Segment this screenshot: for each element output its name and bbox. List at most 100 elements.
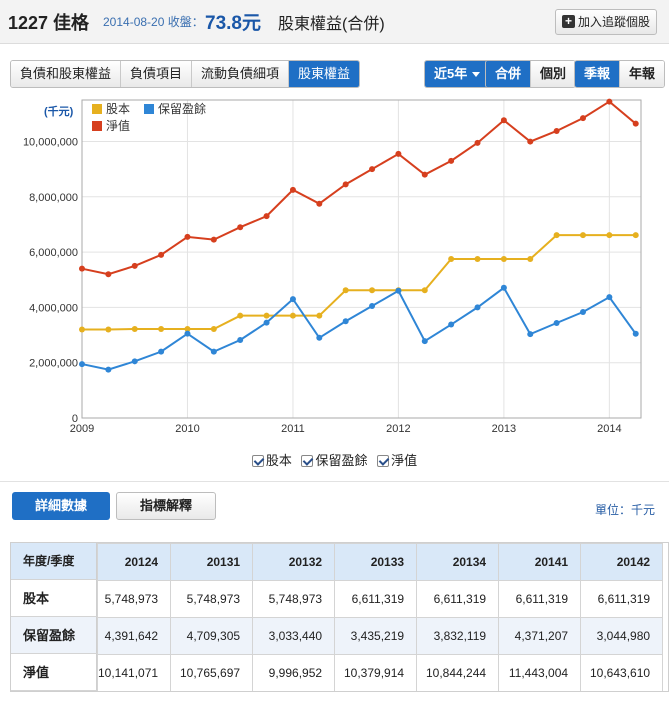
column-header: 20132	[252, 543, 336, 581]
series-line	[81, 100, 637, 276]
individual-button[interactable]: 個別	[531, 61, 576, 87]
data-point	[448, 256, 455, 262]
data-point	[184, 330, 191, 337]
data-point	[421, 287, 428, 294]
quarterly-button[interactable]: 季報	[575, 61, 621, 87]
data-point	[369, 303, 376, 310]
data-point	[395, 150, 402, 157]
column-header: 20133	[334, 543, 418, 581]
data-table[interactable]: 年度/季度 股本 保留盈餘 淨值 20124 20131 20132 20133 201…	[10, 542, 669, 692]
tab-current-liabilities[interactable]: 流動負債細項	[192, 61, 290, 87]
data-point	[289, 186, 296, 193]
series-line	[81, 286, 637, 371]
data-point	[448, 321, 455, 328]
detail-data-button[interactable]: 詳細數據	[12, 492, 110, 520]
legend-swatch	[144, 104, 154, 114]
plot-area	[81, 99, 642, 419]
data-point	[527, 331, 534, 338]
data-point	[131, 325, 138, 332]
toggle-capital[interactable]: 股本	[251, 450, 292, 469]
data-point	[158, 348, 165, 355]
range-dropdown[interactable]: 近5年	[425, 61, 490, 87]
table-cell: 5,748,973	[96, 580, 172, 618]
indicator-explain-button[interactable]: 指標解釋	[116, 492, 216, 520]
data-point	[263, 312, 270, 319]
x-tick-label: 2013	[492, 423, 516, 435]
period-group: 季報 年報	[574, 60, 666, 88]
table-row: 4,391,642 4,709,305 3,033,440 3,435,219 3,83…	[47, 617, 664, 655]
y-tick-label: 10,000,000	[23, 136, 78, 148]
data-point	[316, 200, 323, 207]
data-point	[421, 171, 428, 178]
column-header: 20142	[580, 543, 664, 581]
data-point	[79, 326, 85, 333]
checkbox-icon	[301, 455, 314, 467]
x-tick-label: 2011	[281, 423, 305, 435]
legend-label: 淨值	[106, 118, 130, 133]
scope-group: 合併 個別	[485, 60, 577, 88]
add-watchlist-button[interactable]: + 加入追蹤個股	[555, 9, 657, 35]
data-point	[316, 334, 323, 341]
table-header-row: 20124 20131 20132 20133 20134 20141 20142	[47, 543, 664, 581]
table-cell: 9,996,952	[252, 654, 336, 691]
data-point	[237, 312, 244, 319]
data-point	[342, 287, 349, 294]
data-point	[79, 265, 85, 272]
tab-equity[interactable]: 股東權益	[289, 61, 360, 87]
legend-swatch	[92, 121, 102, 131]
data-point	[263, 319, 270, 326]
toggle-retained[interactable]: 保留盈餘	[301, 450, 368, 469]
table-cell: 6,611,319	[416, 580, 500, 618]
toggle-retained-label: 保留盈餘	[315, 453, 368, 468]
caret-down-icon	[472, 72, 481, 78]
table-cell: 3,832,119	[416, 617, 500, 655]
add-watchlist-label: 加入追蹤個股	[578, 15, 651, 29]
plot-border	[81, 99, 642, 419]
tab-liabilities[interactable]: 負債項目	[121, 61, 193, 87]
toggle-equity[interactable]: 淨值	[377, 450, 417, 469]
table-cell: 10,379,914	[334, 654, 418, 691]
data-point	[210, 348, 217, 355]
y-axis-label: (千元)	[44, 104, 74, 118]
data-point	[421, 338, 428, 345]
data-point	[395, 287, 402, 294]
data-point	[606, 98, 613, 105]
data-point	[579, 115, 586, 122]
legend-label: 保留盈餘	[158, 101, 206, 116]
data-point	[606, 294, 613, 301]
y-tick-label: 8,000,000	[29, 192, 78, 204]
stock-code-name: 1227 佳格	[8, 13, 90, 33]
data-point	[500, 284, 507, 291]
tab-liabilities-equity[interactable]: 負債和股東權益	[11, 61, 122, 87]
column-header: 20141	[498, 543, 582, 581]
table-cell: 5,748,973	[170, 580, 254, 618]
series-line	[82, 234, 636, 331]
table-cell: 10,643,610	[580, 654, 664, 691]
table-cell: 6,611,319	[498, 580, 582, 618]
data-point	[105, 271, 112, 278]
data-point	[79, 361, 85, 368]
legend-label: 股本	[106, 102, 130, 116]
y-tick-label: 4,000,000	[29, 302, 78, 314]
data-point	[158, 251, 165, 258]
table-cell: 3,435,219	[334, 617, 418, 655]
data-point	[289, 296, 296, 303]
table-cell: 3,044,980	[580, 617, 664, 655]
data-point	[553, 127, 560, 134]
data-point	[579, 232, 586, 239]
divider	[0, 481, 669, 482]
table-cell: 4,371,207	[498, 617, 582, 655]
data-point	[474, 256, 481, 262]
stock-header: 1227 佳格 2014-08-20 收盤： 73.8元 股東權益(合併) + …	[0, 0, 669, 44]
data-point	[342, 181, 349, 188]
consolidated-button[interactable]: 合併	[486, 61, 532, 87]
close-price: 73.8元	[205, 13, 261, 34]
x-tick-label: 2009	[70, 423, 94, 435]
data-point	[553, 232, 560, 239]
table-cell: 4,709,305	[170, 617, 254, 655]
data-point	[369, 166, 376, 173]
annual-button[interactable]: 年報	[620, 61, 665, 87]
data-point	[474, 304, 481, 311]
series-toggles: 股本 保留盈餘 淨值	[0, 450, 669, 469]
data-point	[210, 325, 217, 332]
